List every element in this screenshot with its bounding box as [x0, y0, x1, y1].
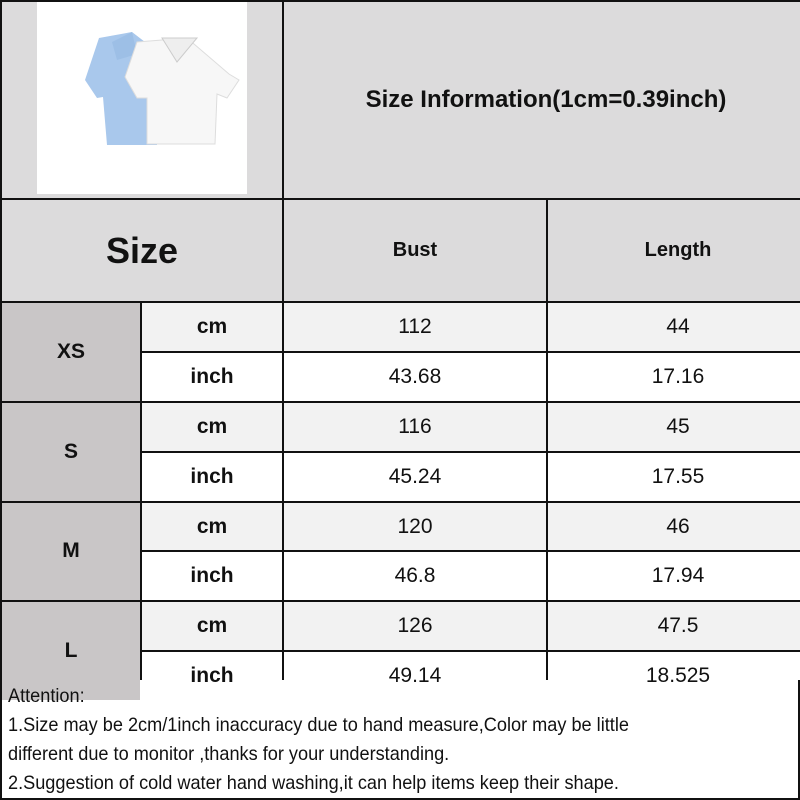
- size-header: Size: [2, 200, 282, 301]
- unit-cell: inch: [142, 452, 282, 501]
- bust-value: 43.68: [284, 352, 546, 401]
- bust-value: 49.14: [284, 652, 546, 701]
- length-value: 45: [548, 402, 800, 451]
- length-header: Length: [548, 200, 800, 301]
- note-line: 1.Size may be 2cm/1inch inaccuracy due t…: [8, 714, 629, 736]
- unit-cell: cm: [142, 602, 282, 651]
- product-image-cell: [2, 2, 282, 198]
- length-value: 18.525: [548, 652, 800, 701]
- bust-value: 45.24: [284, 452, 546, 501]
- bust-value: 116: [284, 402, 546, 451]
- size-label: XS: [2, 303, 140, 401]
- bust-value: 46.8: [284, 552, 546, 601]
- attention-notes: Attention: 1.Size may be 2cm/1inch inacc…: [0, 680, 800, 800]
- size-table: Size Information(1cm=0.39inch) Size Bust…: [0, 0, 800, 701]
- product-photo: [37, 2, 247, 194]
- note-line: different due to monitor ,thanks for you…: [8, 743, 450, 765]
- length-value: 46: [548, 502, 800, 551]
- note-line: Attention:: [8, 685, 85, 707]
- length-value: 17.16: [548, 352, 800, 401]
- length-value: 44: [548, 303, 800, 351]
- table-title: Size Information(1cm=0.39inch): [284, 2, 800, 198]
- bust-header: Bust: [284, 200, 546, 301]
- bust-value: 112: [284, 303, 546, 351]
- size-label: L: [2, 602, 140, 701]
- size-label: S: [2, 402, 140, 501]
- unit-cell: inch: [142, 352, 282, 401]
- unit-cell: cm: [142, 402, 282, 451]
- length-value: 17.55: [548, 452, 800, 501]
- unit-cell: inch: [142, 652, 282, 701]
- bust-value: 126: [284, 602, 546, 651]
- length-value: 17.94: [548, 552, 800, 601]
- unit-cell: cm: [142, 502, 282, 551]
- size-label: M: [2, 502, 140, 601]
- length-value: 47.5: [548, 602, 800, 651]
- unit-cell: inch: [142, 552, 282, 601]
- bust-value: 120: [284, 502, 546, 551]
- note-line: 2.Suggestion of cold water hand washing,…: [8, 772, 619, 794]
- unit-cell: cm: [142, 303, 282, 351]
